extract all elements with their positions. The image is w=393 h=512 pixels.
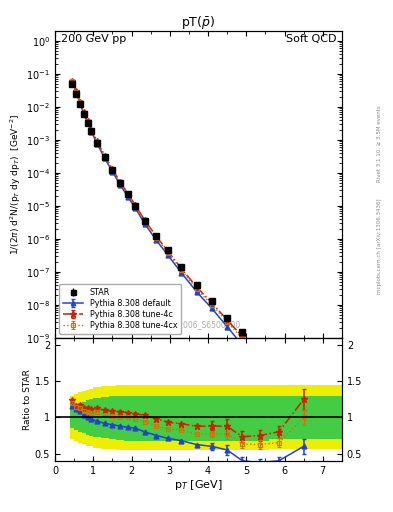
Text: Rivet 3.1.10, ≥ 3.5M events: Rivet 3.1.10, ≥ 3.5M events [377, 105, 382, 182]
Title: pT($\bar{p}$): pT($\bar{p}$) [181, 14, 216, 31]
Legend: STAR, Pythia 8.308 default, Pythia 8.308 tune-4c, Pythia 8.308 tune-4cx: STAR, Pythia 8.308 default, Pythia 8.308… [59, 284, 181, 334]
Y-axis label: Ratio to STAR: Ratio to STAR [23, 369, 32, 430]
X-axis label: p$_T$ [GeV]: p$_T$ [GeV] [174, 478, 223, 493]
Text: mcplots.cern.ch [arXiv:1306.3436]: mcplots.cern.ch [arXiv:1306.3436] [377, 198, 382, 293]
Text: Soft QCD: Soft QCD [286, 34, 336, 44]
Text: STAR_2006_S6500200: STAR_2006_S6500200 [156, 319, 241, 329]
Y-axis label: 1/(2$\pi$) d$^2$N/(p$_T$ dy dp$_T$)  [GeV$^{-2}$]: 1/(2$\pi$) d$^2$N/(p$_T$ dy dp$_T$) [GeV… [9, 114, 23, 255]
Text: 200 GeV pp: 200 GeV pp [61, 34, 126, 44]
